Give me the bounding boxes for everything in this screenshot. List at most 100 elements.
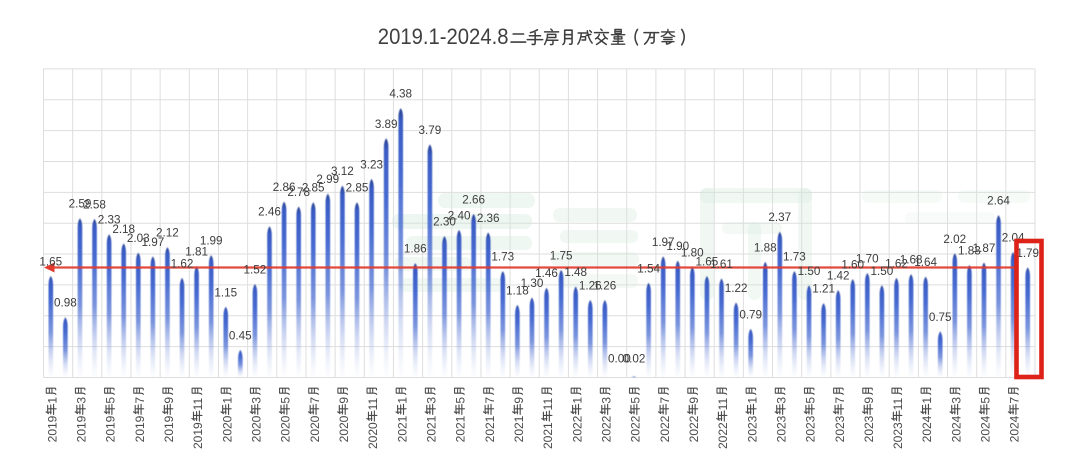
svg-text:1: 1	[220, 397, 234, 404]
svg-text:2.02: 2.02	[943, 233, 966, 246]
svg-text:1.99: 1.99	[200, 235, 223, 248]
svg-text:2.30: 2.30	[433, 216, 456, 229]
svg-text:1.48: 1.48	[564, 266, 587, 279]
svg-text:2.85: 2.85	[346, 182, 369, 195]
svg-text:2022: 2022	[687, 415, 701, 442]
svg-text:2.03: 2.03	[127, 232, 150, 245]
svg-text:1.61: 1.61	[710, 258, 733, 271]
svg-text:2.40: 2.40	[448, 209, 471, 222]
svg-text:2.33: 2.33	[98, 214, 121, 227]
svg-text:1: 1	[45, 397, 59, 404]
svg-text:1: 1	[920, 397, 934, 404]
svg-text:2021: 2021	[483, 415, 497, 442]
svg-text:4.38: 4.38	[389, 88, 412, 101]
svg-text:0.79: 0.79	[739, 308, 762, 321]
svg-text:1.70: 1.70	[856, 252, 879, 265]
svg-text:1.90: 1.90	[666, 240, 689, 253]
svg-text:1.86: 1.86	[404, 243, 427, 256]
svg-text:2023: 2023	[833, 415, 847, 442]
svg-text:1.80: 1.80	[681, 246, 704, 259]
svg-text:1.54: 1.54	[637, 262, 660, 275]
svg-text:2023: 2023	[804, 415, 818, 442]
svg-text:2024: 2024	[979, 415, 993, 442]
svg-text:1.62: 1.62	[885, 257, 908, 270]
svg-text:1.65: 1.65	[696, 256, 719, 269]
svg-text:0.98: 0.98	[54, 297, 77, 310]
svg-text:2023: 2023	[774, 415, 788, 442]
svg-text:5: 5	[454, 397, 468, 404]
svg-text:2022: 2022	[716, 422, 730, 449]
svg-text:3.12: 3.12	[331, 165, 354, 178]
svg-text:2.59: 2.59	[69, 198, 92, 211]
svg-text:2022: 2022	[658, 415, 672, 442]
svg-text:2021: 2021	[512, 415, 526, 442]
svg-text:7: 7	[308, 397, 322, 404]
svg-text:2019: 2019	[75, 415, 89, 442]
svg-text:2021: 2021	[541, 422, 555, 449]
svg-text:2.18: 2.18	[112, 223, 135, 236]
svg-text:7: 7	[1008, 397, 1022, 404]
svg-text:9: 9	[862, 397, 876, 404]
svg-text:2023: 2023	[862, 415, 876, 442]
svg-text:1.97: 1.97	[652, 236, 675, 249]
svg-text:3: 3	[424, 397, 438, 404]
svg-text:2022: 2022	[570, 415, 584, 442]
svg-text:1: 1	[395, 397, 409, 404]
svg-text:11: 11	[366, 398, 380, 411]
svg-text:2024: 2024	[1008, 415, 1022, 442]
svg-text:0.75: 0.75	[929, 311, 952, 324]
svg-text:5: 5	[104, 397, 118, 404]
svg-text:1.50: 1.50	[871, 265, 894, 278]
svg-text:2.99: 2.99	[316, 173, 339, 186]
svg-text:11: 11	[716, 398, 730, 411]
svg-text:2020: 2020	[250, 415, 264, 442]
svg-text:2.66: 2.66	[462, 193, 485, 206]
svg-text:1.46: 1.46	[535, 267, 558, 280]
svg-text:7: 7	[133, 397, 147, 404]
svg-text:3: 3	[250, 397, 264, 404]
svg-text:9: 9	[512, 397, 526, 404]
svg-text:7: 7	[833, 397, 847, 404]
svg-text:3: 3	[75, 397, 89, 404]
svg-text:11: 11	[191, 398, 205, 411]
svg-text:1.26: 1.26	[579, 280, 602, 293]
svg-text:1.60: 1.60	[841, 259, 864, 272]
svg-text:2019: 2019	[133, 415, 147, 442]
svg-text:1.52: 1.52	[244, 264, 267, 277]
svg-text:7: 7	[658, 397, 672, 404]
svg-text:1.26: 1.26	[594, 280, 617, 293]
svg-text:0.02: 0.02	[623, 353, 646, 366]
svg-text:2023: 2023	[891, 422, 905, 449]
svg-text:3.79: 3.79	[419, 124, 442, 137]
svg-text:3: 3	[774, 397, 788, 404]
svg-text:2.12: 2.12	[156, 227, 179, 240]
svg-text:1.18: 1.18	[506, 284, 529, 297]
svg-text:2.58: 2.58	[83, 198, 106, 211]
svg-text:2019: 2019	[191, 422, 205, 449]
svg-text:1: 1	[745, 397, 759, 404]
svg-text:1.30: 1.30	[521, 277, 544, 290]
svg-text:7: 7	[483, 397, 497, 404]
svg-text:1.64: 1.64	[914, 256, 937, 269]
svg-text:2020: 2020	[337, 415, 351, 442]
svg-text:1.65: 1.65	[39, 256, 62, 269]
svg-text:1.88: 1.88	[754, 241, 777, 254]
svg-text:1.42: 1.42	[827, 270, 850, 283]
svg-text:2019: 2019	[104, 415, 118, 442]
svg-text:3: 3	[949, 397, 963, 404]
svg-text:1.73: 1.73	[783, 251, 806, 264]
svg-text:5: 5	[279, 397, 293, 404]
svg-text:2.37: 2.37	[768, 211, 791, 224]
svg-text:2024: 2024	[949, 415, 963, 442]
svg-text:1.68: 1.68	[900, 254, 923, 267]
svg-text:3.89: 3.89	[375, 118, 398, 131]
svg-text:5: 5	[804, 397, 818, 404]
svg-text:2019: 2019	[162, 415, 176, 442]
svg-text:5: 5	[629, 397, 643, 404]
svg-text:11: 11	[541, 398, 555, 411]
svg-text:2019.1-2024.8: 2019.1-2024.8	[378, 24, 509, 49]
svg-text:9: 9	[337, 397, 351, 404]
svg-text:1.73: 1.73	[491, 251, 514, 264]
svg-text:2021: 2021	[424, 415, 438, 442]
svg-text:9: 9	[687, 397, 701, 404]
